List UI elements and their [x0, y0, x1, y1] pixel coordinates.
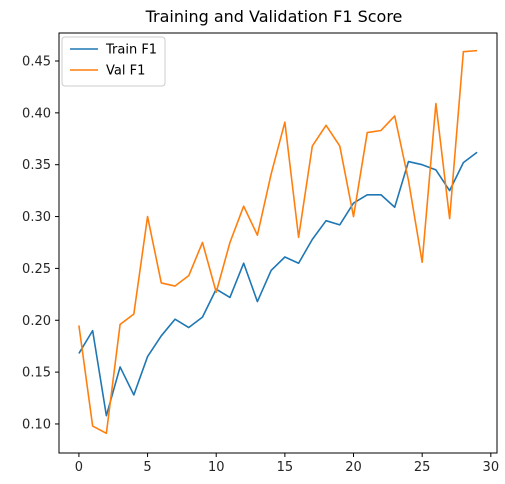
series-line-train-f1 — [78, 151, 478, 417]
x-tick-label: 0 — [75, 460, 83, 475]
x-tick-label: 20 — [345, 460, 362, 475]
x-tick-label: 15 — [277, 460, 294, 475]
y-tick-label: 0.25 — [22, 262, 51, 277]
plot-frame — [58, 32, 498, 454]
y-tick-label: 0.20 — [22, 314, 51, 329]
series-lines — [78, 49, 478, 435]
chart-title: Training and Validation F1 Score — [145, 7, 403, 26]
y-tick-label: 0.30 — [22, 210, 51, 225]
y-tick-label: 0.40 — [22, 106, 51, 121]
legend: Train F1 Val F1 — [61, 36, 166, 87]
y-axis: 0.10 0.15 0.20 0.25 0.30 0.35 0.40 0.45 — [22, 55, 59, 432]
legend-label: Train F1 — [105, 43, 157, 58]
plot-area — [58, 32, 498, 454]
y-tick-label: 0.35 — [22, 158, 51, 173]
x-axis: 0 5 10 15 20 25 30 — [75, 453, 499, 475]
legend-label: Val F1 — [106, 64, 145, 79]
x-tick-label: 25 — [414, 460, 431, 475]
y-tick-label: 0.10 — [22, 417, 51, 432]
x-tick-label: 30 — [483, 460, 500, 475]
x-tick-label: 5 — [143, 460, 151, 475]
series-line-val-f1 — [78, 49, 478, 435]
y-tick-label: 0.15 — [22, 366, 51, 381]
x-tick-label: 10 — [208, 460, 225, 475]
y-tick-label: 0.45 — [22, 55, 51, 70]
